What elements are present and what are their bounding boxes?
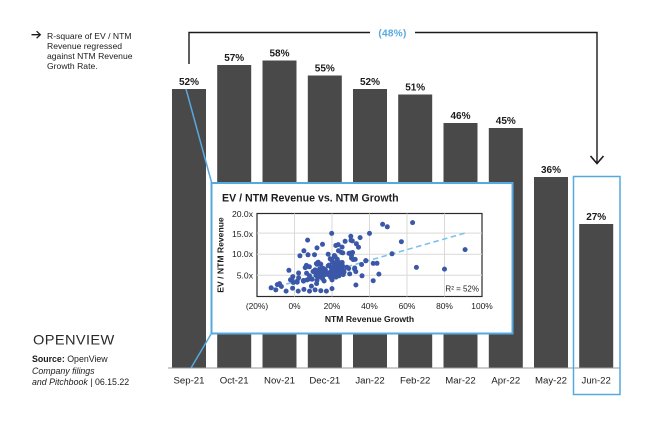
svg-text:Oct-21: Oct-21 [220,376,249,387]
svg-text:52%: 52% [360,77,380,88]
svg-text:10.0x: 10.0x [232,249,254,259]
svg-text:(20%): (20%) [246,301,269,311]
svg-text:27%: 27% [586,212,606,223]
svg-text:EV / NTM Revenue: EV / NTM Revenue [216,217,226,293]
svg-text:52%: 52% [179,77,199,88]
svg-text:100%: 100% [471,301,493,311]
svg-text:5.0x: 5.0x [237,270,254,280]
svg-text:NTM Revenue Growth: NTM Revenue Growth [325,314,414,324]
svg-text:55%: 55% [315,64,335,75]
svg-text:51%: 51% [405,83,425,94]
svg-text:20.0x: 20.0x [232,209,254,219]
svg-text:36%: 36% [541,165,561,176]
svg-text:Jun-22: Jun-22 [582,376,611,387]
svg-text:57%: 57% [224,53,244,64]
svg-text:20%: 20% [324,301,341,311]
svg-text:(48%): (48%) [378,29,406,40]
svg-text:Apr-22: Apr-22 [491,376,520,387]
svg-text:May-22: May-22 [535,376,567,387]
svg-text:Dec-21: Dec-21 [309,376,340,387]
svg-text:Nov-21: Nov-21 [264,376,295,387]
svg-text:80%: 80% [436,301,453,311]
svg-text:46%: 46% [450,111,470,122]
svg-text:60%: 60% [399,301,416,311]
svg-text:R² = 52%: R² = 52% [445,285,479,294]
svg-text:EV / NTM Revenue vs. NTM Growt: EV / NTM Revenue vs. NTM Growth [222,193,399,205]
svg-text:Mar-22: Mar-22 [445,376,475,387]
svg-text:Feb-22: Feb-22 [400,376,430,387]
svg-text:0%: 0% [288,301,301,311]
svg-text:40%: 40% [361,301,378,311]
svg-text:45%: 45% [496,116,516,127]
svg-text:Jan-22: Jan-22 [355,376,384,387]
svg-text:15.0x: 15.0x [232,229,254,239]
svg-text:58%: 58% [269,49,289,60]
svg-text:Sep-21: Sep-21 [174,376,205,387]
